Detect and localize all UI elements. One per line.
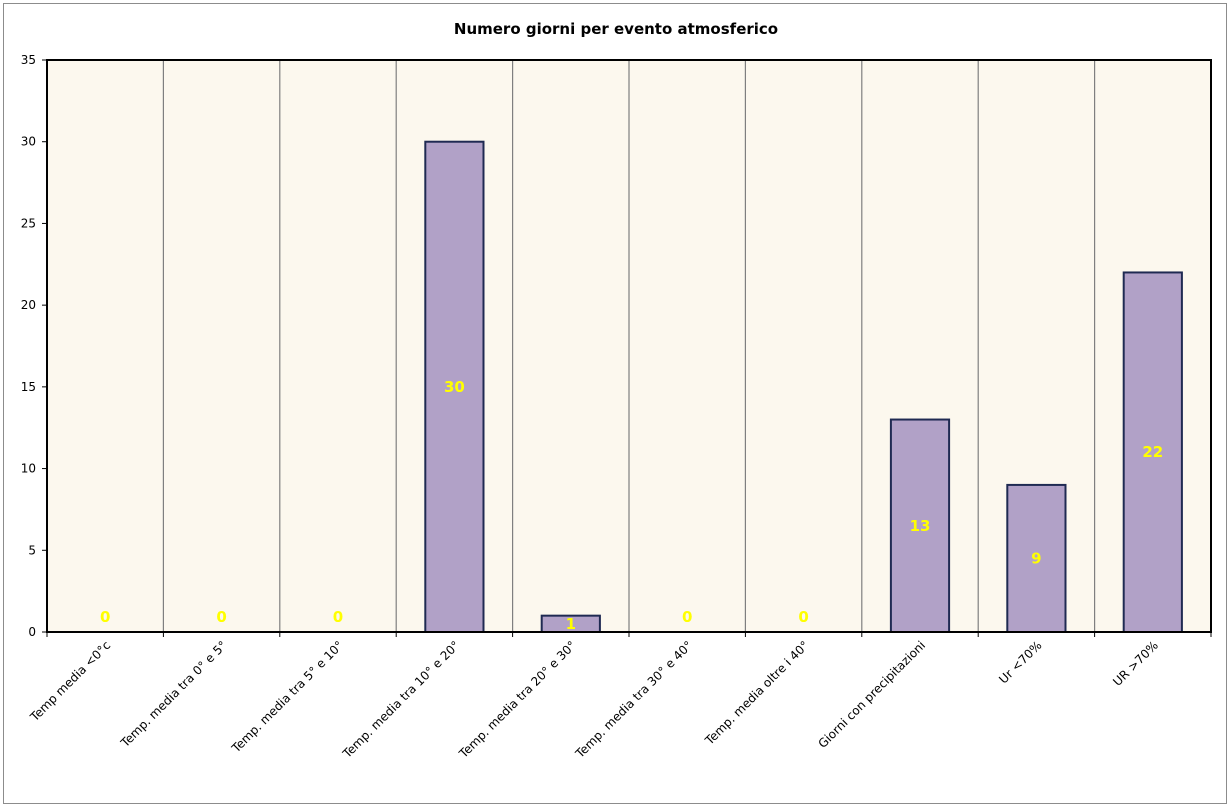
category-label: UR >70%: [1110, 638, 1161, 689]
bar: [889, 418, 951, 633]
data-label: 0: [216, 608, 226, 626]
chart-title: Numero giorni per evento atmosferico: [453, 20, 779, 38]
data-label: 0: [682, 608, 692, 626]
y-tick-label: 15: [21, 380, 36, 394]
data-label: 22: [1142, 443, 1163, 461]
category-label: Temp. media tra 0° e 5°: [117, 638, 229, 750]
bar: [1006, 483, 1067, 633]
data-label: 0: [333, 608, 343, 626]
data-label: 9: [1031, 549, 1041, 567]
category-label: Temp. media tra 10° e 20°: [339, 638, 462, 761]
plot-border: [46, 59, 1212, 633]
y-tick-label: 20: [21, 298, 36, 312]
data-label: 13: [910, 517, 931, 535]
category-label: Ur <70%: [996, 638, 1044, 686]
bar: [1122, 271, 1183, 633]
category-label: Temp. media oltre i 40°: [702, 638, 812, 748]
category-label: Temp. media tra 30° e 40°: [572, 638, 695, 761]
y-tick-label: 10: [21, 462, 36, 476]
data-label: 0: [100, 608, 110, 626]
y-tick-label: 0: [28, 625, 36, 639]
y-tick-label: 30: [21, 135, 36, 149]
category-label: Giorni con precipitazioni: [815, 638, 928, 751]
data-label: 0: [798, 608, 808, 626]
bar: [424, 140, 485, 633]
category-label: Temp. media tra 5° e 10°: [228, 638, 346, 756]
category-label: Temp. media tra 20° e 30°: [456, 638, 579, 761]
category-label: Temp media <0°c: [27, 638, 113, 724]
y-tick-label: 25: [21, 216, 36, 230]
data-label: 1: [566, 615, 576, 633]
data-label: 30: [444, 378, 465, 396]
y-tick-label: 35: [21, 53, 36, 67]
y-tick-label: 5: [28, 543, 36, 557]
